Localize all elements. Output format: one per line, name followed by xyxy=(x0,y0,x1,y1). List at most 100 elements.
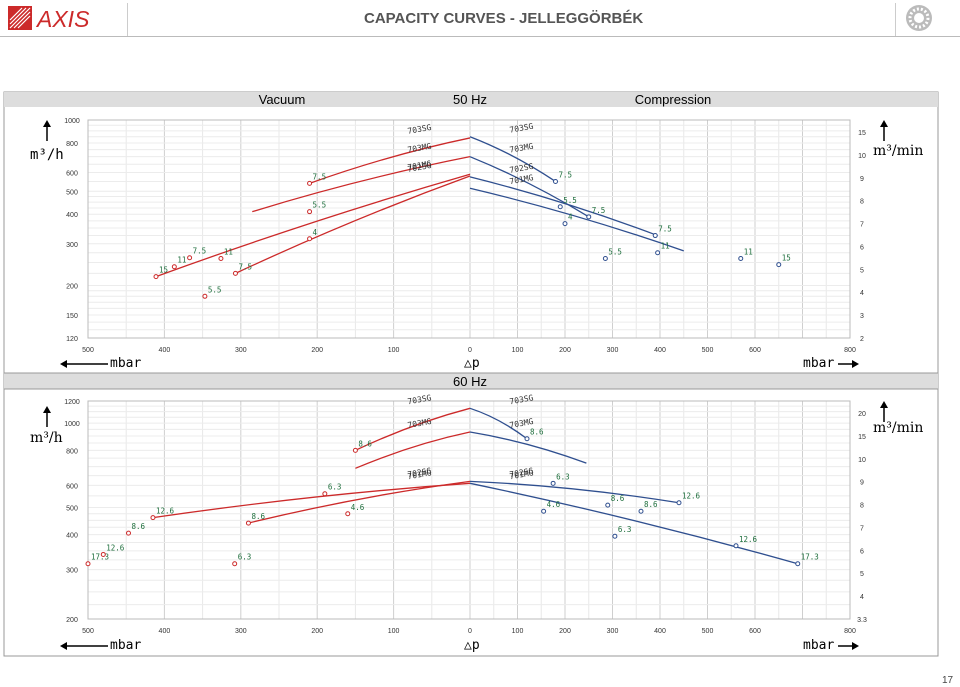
right-unit-50hz: m³/min xyxy=(873,143,923,159)
data-point xyxy=(232,561,238,567)
series-label: 703SG xyxy=(509,122,534,135)
x-tick-label: 100 xyxy=(388,628,400,635)
x-unit-left-60hz: mbar xyxy=(110,638,141,653)
page-title: CAPACITY CURVES - JELLEGGÖRBÉK xyxy=(364,10,644,27)
left-unit-50hz: m³/h xyxy=(30,147,64,163)
y2-tick-label: 8 xyxy=(860,199,864,206)
x-tick-label: 500 xyxy=(702,347,714,354)
point-label: 7.5 xyxy=(592,206,606,215)
data-point xyxy=(85,561,91,567)
x-tick-label: 200 xyxy=(311,347,323,354)
series-line-703mg-vacuum xyxy=(252,156,471,213)
grid-60hz xyxy=(87,400,851,620)
x-unit-center-50hz: △p xyxy=(464,356,480,371)
series-line-703sg-compression xyxy=(469,407,528,440)
series-label: 703MG xyxy=(407,417,432,430)
point-label: 15 xyxy=(782,254,791,263)
series-line-703sg-compression xyxy=(469,136,556,183)
data-point xyxy=(586,214,592,220)
series-label: 703SG xyxy=(509,393,534,406)
y2-tick-label: 10 xyxy=(858,457,866,464)
y-tick-label: 400 xyxy=(66,212,78,219)
point-label: 12.6 xyxy=(739,535,758,544)
y-tick-label: 500 xyxy=(66,506,78,513)
series-line-703sg-vacuum xyxy=(355,407,471,451)
y-tick-label: 1000 xyxy=(64,118,80,125)
data-point xyxy=(638,508,644,514)
series-label: 701MG xyxy=(509,173,534,186)
data-point xyxy=(153,274,159,280)
x-tick-label: 300 xyxy=(235,628,247,635)
series-line-703mg-vacuum xyxy=(355,431,471,469)
data-point xyxy=(795,561,801,567)
series-label: 701MG xyxy=(509,468,534,481)
point-label: 12.6 xyxy=(682,492,701,501)
data-point xyxy=(322,491,328,497)
gear-badge-icon xyxy=(906,5,932,31)
data-point xyxy=(605,502,611,508)
point-label: 15 xyxy=(159,266,168,275)
point-label: 8.6 xyxy=(644,500,658,509)
data-point xyxy=(307,180,313,186)
point-label: 11 xyxy=(224,248,233,257)
point-label: 7.5 xyxy=(193,247,207,256)
y2-tick-label: 3 xyxy=(860,313,864,320)
point-label: 6.3 xyxy=(328,483,342,492)
header-bar-50hz xyxy=(4,92,938,107)
data-point xyxy=(171,264,177,270)
point-label: 5.5 xyxy=(608,248,622,257)
plot-area xyxy=(87,400,851,620)
data-point xyxy=(676,500,682,506)
point-label: 8.6 xyxy=(131,522,145,531)
data-point xyxy=(776,262,782,268)
x-unit-center-60hz: △p xyxy=(464,638,480,653)
data-point xyxy=(150,515,156,521)
x-tick-label: 200 xyxy=(559,347,571,354)
x-tick-label: 400 xyxy=(654,347,666,354)
series-line-702sg-compression xyxy=(469,176,658,237)
y2-tick-label: 15 xyxy=(858,434,866,441)
y2-tick-label: 9 xyxy=(860,176,864,183)
x-tick-label: 400 xyxy=(159,347,171,354)
y-tick-label: 800 xyxy=(66,141,78,148)
y2-tick-label: 3.3 xyxy=(857,617,867,624)
series-label: 703MG xyxy=(407,142,432,155)
series-line-703mg-compression xyxy=(469,431,587,464)
point-label: 8.6 xyxy=(530,428,544,437)
y2-tick-label: 7 xyxy=(860,525,864,532)
y2-tick-label: 4 xyxy=(860,290,864,297)
data-point xyxy=(652,233,658,239)
x-tick-label: 800 xyxy=(844,347,856,354)
x-tick-label: 400 xyxy=(654,628,666,635)
data-point xyxy=(738,256,744,262)
y-tick-label: 150 xyxy=(66,313,78,320)
x-tick-label: 200 xyxy=(311,628,323,635)
series-label: 702SG xyxy=(509,162,534,175)
plot-area xyxy=(87,119,851,339)
point-label: 11 xyxy=(661,242,670,251)
freq-label-60hz: 60 Hz xyxy=(453,374,487,389)
point-label: 4 xyxy=(313,228,318,237)
series-label: 701MG xyxy=(407,159,432,172)
data-point xyxy=(655,250,661,256)
y2-tick-label: 8 xyxy=(860,503,864,510)
point-label: 8.6 xyxy=(251,512,265,521)
y2-tick-label: 4 xyxy=(860,594,864,601)
x-tick-label: 200 xyxy=(559,628,571,635)
y-tick-label: 300 xyxy=(66,242,78,249)
y2-tick-label: 5 xyxy=(860,571,864,578)
point-label: 4.6 xyxy=(351,503,365,512)
series-line-703mg-compression xyxy=(469,156,590,218)
y-tick-label: 1000 xyxy=(64,421,80,428)
point-label: 6.3 xyxy=(556,472,570,481)
logo-text: AXIS xyxy=(35,6,90,31)
point-label: 8.6 xyxy=(611,494,625,503)
series-label: 703MG xyxy=(509,417,534,430)
x-tick-label: 100 xyxy=(512,628,524,635)
series-label: 702SG xyxy=(407,161,432,174)
point-label: 17.3 xyxy=(91,553,109,562)
page-number: 17 xyxy=(942,675,954,686)
data-point xyxy=(232,270,238,276)
y-tick-label: 300 xyxy=(66,568,78,575)
x-tick-label: 500 xyxy=(82,347,94,354)
